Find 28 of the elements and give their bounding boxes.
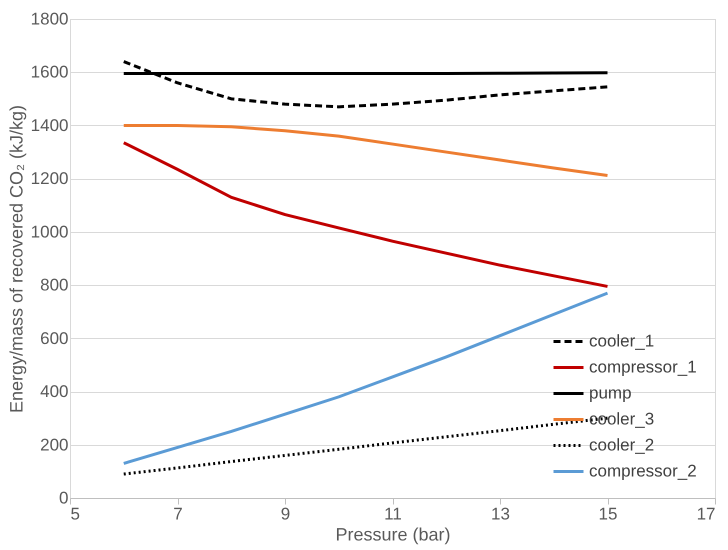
y-tick-label: 0 [59,488,68,508]
x-tick-label: 17 [696,504,716,524]
y-tick-label: 200 [40,435,68,454]
x-tick-label: 13 [491,504,510,524]
line-series [122,124,609,177]
y-tick-label: 1200 [30,169,68,188]
x-tick-label: 9 [280,504,290,524]
line-series [122,60,609,108]
y-tick-label: 1000 [30,222,68,242]
y-tick-label: 1400 [30,116,68,135]
legend-label: cooler_3 [589,410,654,428]
x-tick-label: 11 [384,504,402,524]
y-tick-label: 400 [40,382,68,402]
y-tick-label: 600 [40,328,68,348]
legend-label: pump [589,384,632,402]
x-tick-label: 5 [70,504,80,524]
y-tick-label: 1800 [30,10,68,28]
legend-label: cooler_2 [589,436,654,454]
x-axis-title: Pressure (bar) [335,524,451,544]
legend-label: compressor_1 [589,358,697,376]
x-tick-label: 7 [173,504,183,524]
line-series [122,141,609,288]
y-tick-label: 800 [40,276,68,295]
x-tick-label: 15 [598,504,618,524]
legend-label: compressor_2 [589,462,697,480]
y-tick-label: 1600 [30,62,68,82]
y-axis-title: Energy/mass of recovered CO₂ (kJ/kg) [6,104,27,414]
legend-label: cooler_1 [589,332,654,350]
